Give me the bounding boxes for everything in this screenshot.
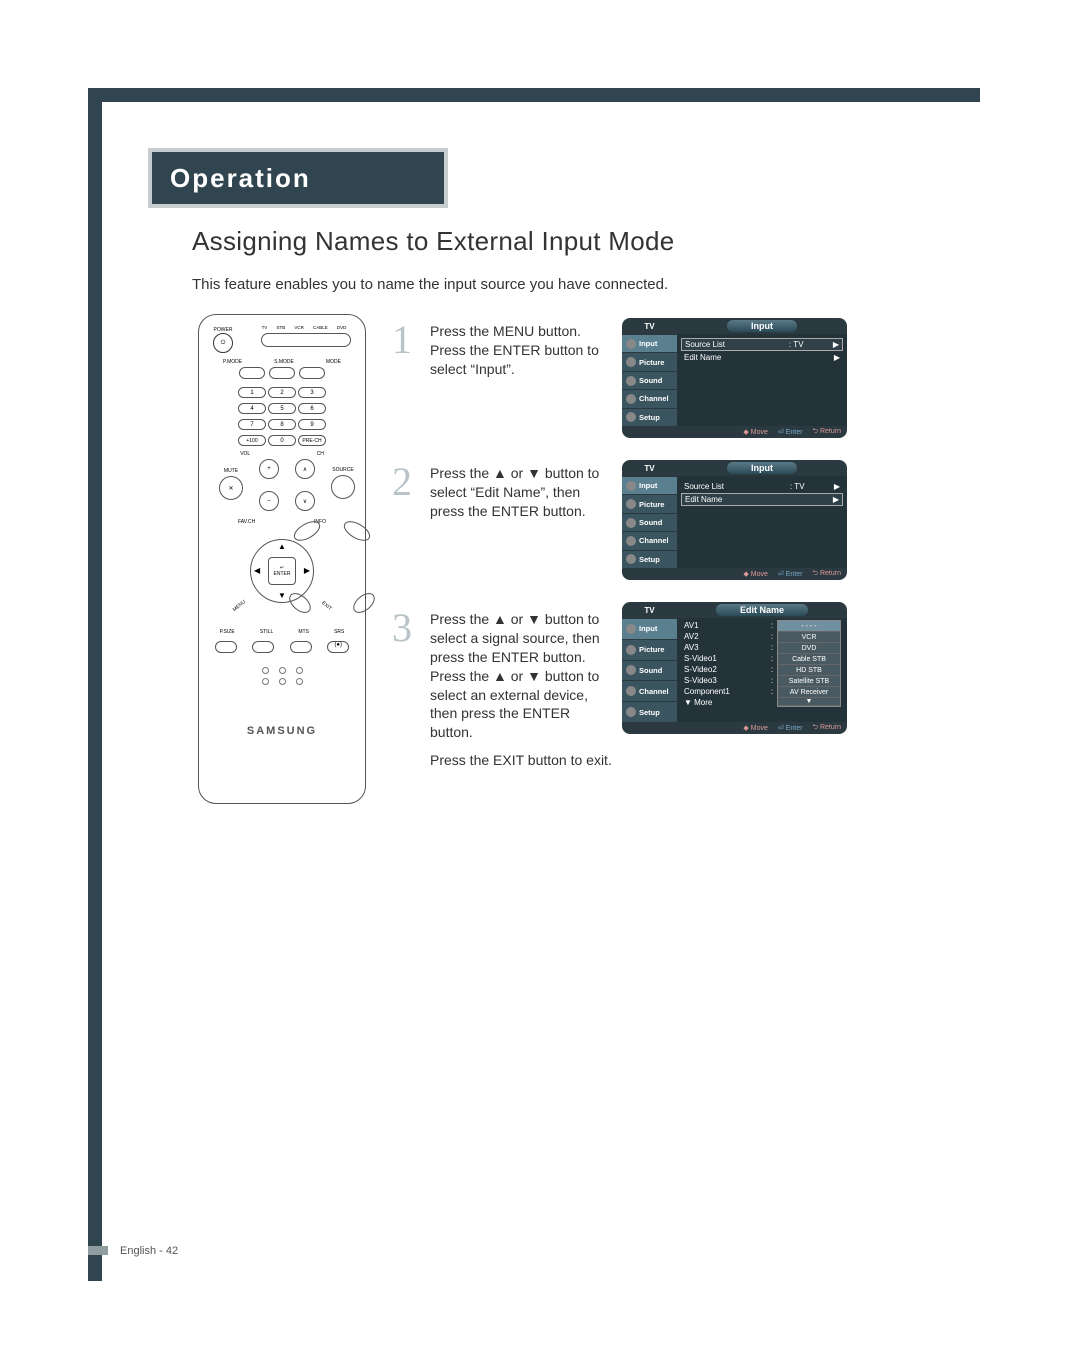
osd-tv-label: TV (622, 602, 677, 618)
power-button-icon: ⏻ (213, 333, 233, 353)
step-3: 3 Press the ▲ or ▼ button to select a si… (396, 610, 616, 768)
osd-title: Input (677, 460, 847, 476)
osd-tab-channel: Channel (622, 531, 677, 549)
dropdown-option: DVD (778, 643, 840, 654)
osd-tab-sound: Sound (622, 371, 677, 389)
step-number: 3 (392, 604, 412, 651)
step-text: Press the ▲ or ▼ button to select a sign… (430, 610, 616, 742)
ch-up-icon: ∧ (295, 459, 315, 479)
brand-logo: SAMSUNG (207, 725, 357, 737)
osd-row-edit-name: Edit Name▶ (681, 351, 843, 364)
osd-screenshot-1: TV Input Input Picture Sound Channel Set… (622, 318, 847, 438)
enter-button-icon: ↵ENTER (268, 557, 296, 585)
dropdown-option: - - - - (778, 621, 840, 632)
osd-tab-input: Input (622, 334, 677, 352)
osd-tv-label: TV (622, 460, 677, 476)
osd-tab-channel: Channel (622, 680, 677, 701)
osd-row-source-list: Source List: TV▶ (681, 338, 843, 351)
osd-screenshot-3: TV Edit Name Input Picture Sound Channel… (622, 602, 847, 734)
device-slider-labels: TVSTBVCRCABLEDVD (257, 325, 351, 330)
osd-tabs: Input Picture Sound Channel Setup (622, 618, 677, 722)
osd-content: Source List: TV▶ Edit Name▶ (677, 334, 847, 426)
numpad: 123 456 789 +1000PRE-CH (207, 386, 357, 447)
osd-tv-label: TV (622, 318, 677, 334)
dropdown-option: Cable STB (778, 654, 840, 665)
dropdown-option: Satellite STB (778, 676, 840, 687)
ch-down-icon: ∨ (295, 491, 315, 511)
dpad: FAV.CH INFO MENU EXIT ▲ ▼ ◀ ▶ ↵ENTER (232, 521, 332, 621)
page-number-bar (88, 1246, 108, 1255)
mode-row: P.MODES.MODEMODE (207, 359, 357, 383)
remote-illustration: POWER ⏻ TVSTBVCRCABLEDVD P.MODES.MODEMOD… (198, 314, 366, 804)
mute-icon: ✕ (219, 476, 243, 500)
osd-tab-setup: Setup (622, 408, 677, 426)
osd-tabs: Input Picture Sound Channel Setup (622, 476, 677, 568)
power-label: POWER (213, 327, 233, 333)
device-dropdown: - - - - VCR DVD Cable STB HD STB Satelli… (777, 620, 841, 707)
osd-tab-setup: Setup (622, 550, 677, 568)
dropdown-option: VCR (778, 632, 840, 643)
step-number: 1 (392, 316, 412, 363)
step-1: 1 Press the MENU button.Press the ENTER … (396, 322, 616, 379)
page-heading: Assigning Names to External Input Mode (192, 226, 675, 257)
step-number: 2 (392, 458, 412, 505)
step-2: 2 Press the ▲ or ▼ button to select “Edi… (396, 464, 616, 521)
osd-tab-picture: Picture (622, 639, 677, 660)
osd-tab-picture: Picture (622, 494, 677, 512)
page-number: English - 42 (120, 1245, 178, 1257)
intro-text: This feature enables you to name the inp… (192, 276, 668, 293)
osd-footer: ◆ Move⏎ Enter⮌ Return (622, 722, 847, 734)
step-text: Press the ▲ or ▼ button to select “Edit … (430, 464, 616, 521)
osd-tab-setup: Setup (622, 701, 677, 722)
osd-row-source-list: Source List: TV▶ (681, 480, 843, 493)
osd-content: Source List: TV▶ Edit Name▶ (677, 476, 847, 568)
osd-screenshot-2: TV Input Input Picture Sound Channel Set… (622, 460, 847, 580)
dropdown-option: HD STB (778, 665, 840, 676)
step-exit-text: Press the EXIT button to exit. (430, 752, 616, 768)
osd-tab-input: Input (622, 618, 677, 639)
osd-tab-channel: Channel (622, 389, 677, 407)
dropdown-option: AV Receiver (778, 687, 840, 698)
step-text: Press the MENU button.Press the ENTER bu… (430, 322, 616, 379)
source-icon (331, 475, 355, 499)
osd-tab-input: Input (622, 476, 677, 494)
section-title: Operation (148, 148, 448, 208)
osd-tab-sound: Sound (622, 660, 677, 681)
osd-title: Input (677, 318, 847, 334)
osd-footer: ◆ Move⏎ Enter⮌ Return (622, 426, 847, 438)
osd-tab-picture: Picture (622, 352, 677, 370)
osd-row-edit-name: Edit Name▶ (681, 493, 843, 506)
device-slider (261, 333, 351, 347)
osd-tabs: Input Picture Sound Channel Setup (622, 334, 677, 426)
dropdown-more-icon: ▼ (778, 698, 840, 706)
vol-down-icon: – (259, 491, 279, 511)
osd-footer: ◆ Move⏎ Enter⮌ Return (622, 568, 847, 580)
osd-content: AV1: AV2: AV3: S-Video1: S-Video2: S-Vid… (677, 618, 847, 722)
vol-up-icon: + (259, 459, 279, 479)
osd-title: Edit Name (677, 602, 847, 618)
osd-tab-sound: Sound (622, 513, 677, 531)
